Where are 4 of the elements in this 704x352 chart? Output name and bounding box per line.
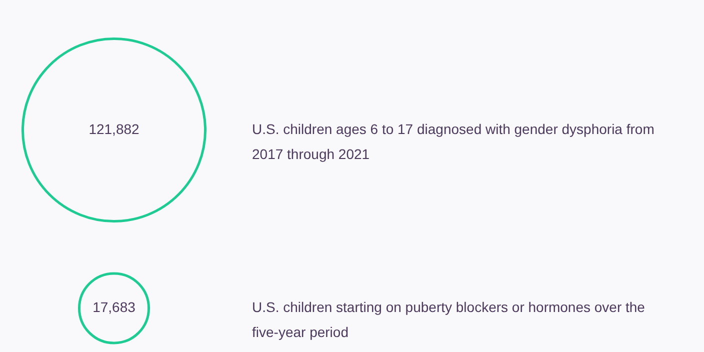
data-label: 17,683 bbox=[92, 299, 136, 316]
category-label: U.S. children starting on puberty blockers or hormones over the five-year period bbox=[252, 299, 646, 340]
category-label: U.S. children ages 6 to 17 diagnosed with gender dysphoria from 2017 through 2021 bbox=[252, 121, 654, 162]
data-label: 121,882 bbox=[88, 121, 140, 137]
